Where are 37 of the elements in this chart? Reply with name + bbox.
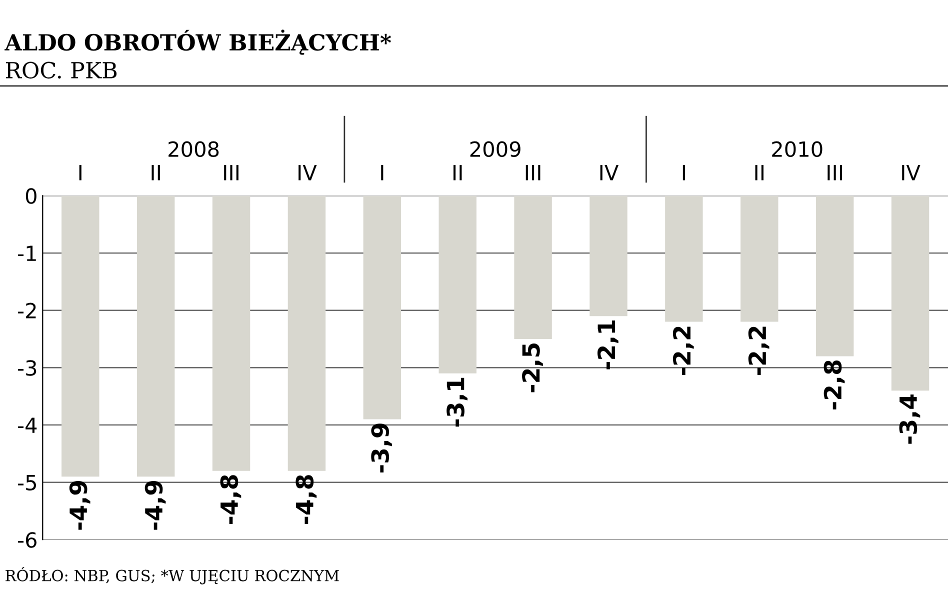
y-tick-label: -2	[18, 302, 36, 318]
y-tick-label: -6	[18, 532, 36, 548]
x-tick-label: II	[152, 165, 160, 180]
data-label: -4,9	[69, 480, 90, 530]
x-tick-label: IV	[902, 165, 920, 180]
data-label: -4,8	[296, 475, 317, 524]
y-tick-label: -5	[18, 475, 36, 491]
x-tick-label: I	[381, 165, 384, 180]
text: 2009	[470, 141, 520, 158]
x-tick-label: IV	[298, 165, 317, 180]
chart-title: ALDO OBROTÓW BIEŻĄCYCH*	[4, 30, 392, 55]
y-tick-label: -4	[18, 418, 37, 433]
data-label: -3,1	[446, 378, 468, 427]
y-tick-label: -1	[18, 246, 36, 261]
data-label: -2,8	[824, 360, 845, 410]
chart-subtitle: ROC. PKB	[6, 62, 117, 79]
data-label: -2,2	[672, 326, 694, 376]
x-tick-label: I	[682, 165, 685, 180]
data-label: -4,8	[220, 475, 242, 524]
data-label: -2,2	[748, 326, 770, 376]
x-tick-label: IV	[600, 165, 619, 180]
data-label: -3,9	[371, 424, 392, 472]
data-label: -2,1	[597, 320, 618, 370]
text: 2008	[168, 141, 219, 158]
data-label: -2,5	[522, 344, 543, 392]
text: 2010	[772, 141, 822, 158]
y-tick-label: 0	[26, 188, 36, 204]
x-tick-label: III	[224, 165, 238, 180]
x-tick-label: III	[526, 165, 540, 180]
y-tick-label: -3	[18, 360, 36, 376]
x-tick-label: I	[79, 165, 82, 180]
x-tick-label: II	[454, 165, 462, 180]
x-tick-label: III	[828, 165, 842, 180]
data-label: -4,9	[144, 480, 166, 530]
x-tick-label: II	[755, 165, 764, 180]
data-label: -3,4	[899, 394, 920, 444]
text: RÓDŁO: NBP, GUS; *W UJĘCIU ROCZNYM	[6, 567, 339, 584]
